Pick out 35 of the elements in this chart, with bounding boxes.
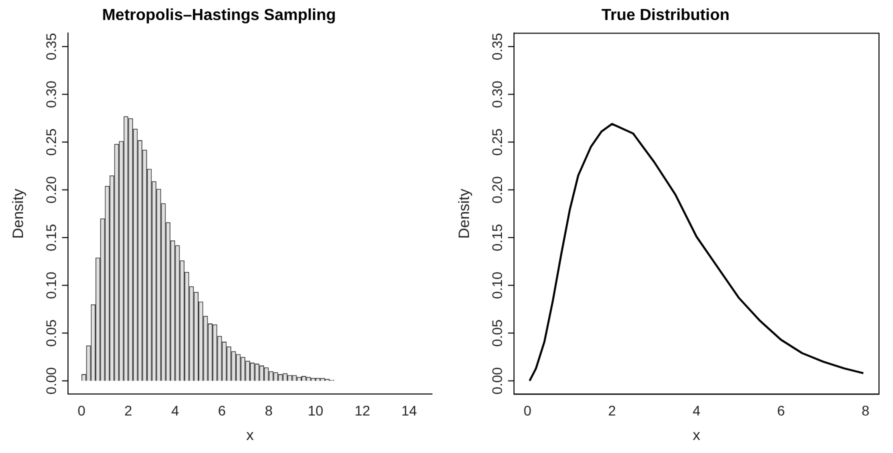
x-tick-label: 12 — [354, 402, 370, 418]
y-tick-label: 0.35 — [488, 32, 505, 60]
y-tick-label: 0.05 — [488, 319, 505, 347]
y-tick-label: 0.05 — [42, 319, 59, 347]
y-tick-label: 0.10 — [488, 271, 505, 299]
x-axis-title: x — [692, 427, 701, 444]
y-axis-title: Density — [10, 188, 28, 239]
y-tick-label: 0.00 — [42, 366, 59, 394]
y-tick-label: 0.15 — [488, 224, 505, 252]
y-tick-label: 0.25 — [488, 128, 505, 156]
y-tick-label: 0.15 — [42, 224, 59, 252]
y-tick-label: 0.10 — [42, 271, 59, 299]
x-tick-label: 10 — [308, 402, 324, 418]
y-tick-label: 0.25 — [42, 128, 59, 156]
x-tick-label: 0 — [78, 402, 86, 418]
x-tick-label: 14 — [401, 402, 418, 418]
x-tick-label: 4 — [692, 402, 701, 418]
x-tick-label: 2 — [124, 402, 132, 418]
x-tick-label: 4 — [171, 402, 180, 418]
chart-title: Metropolis–Hastings Sampling — [102, 7, 336, 24]
y-tick-label: 0.35 — [42, 32, 59, 60]
y-axis-title: Density — [456, 188, 474, 239]
y-tick-label: 0.30 — [42, 80, 59, 108]
chart-title: True Distribution — [602, 7, 730, 24]
y-tick-label: 0.30 — [488, 80, 505, 108]
x-tick-label: 6 — [218, 402, 226, 418]
x-tick-label: 0 — [524, 402, 532, 418]
y-tick-label: 0.20 — [488, 176, 505, 204]
x-tick-label: 8 — [862, 402, 870, 418]
x-tick-label: 8 — [264, 402, 273, 418]
y-tick-label: 0.00 — [488, 366, 505, 394]
y-tick-label: 0.20 — [42, 176, 59, 204]
x-tick-label: 6 — [777, 402, 786, 418]
x-axis-title: x — [246, 427, 254, 444]
x-tick-label: 2 — [608, 402, 616, 418]
